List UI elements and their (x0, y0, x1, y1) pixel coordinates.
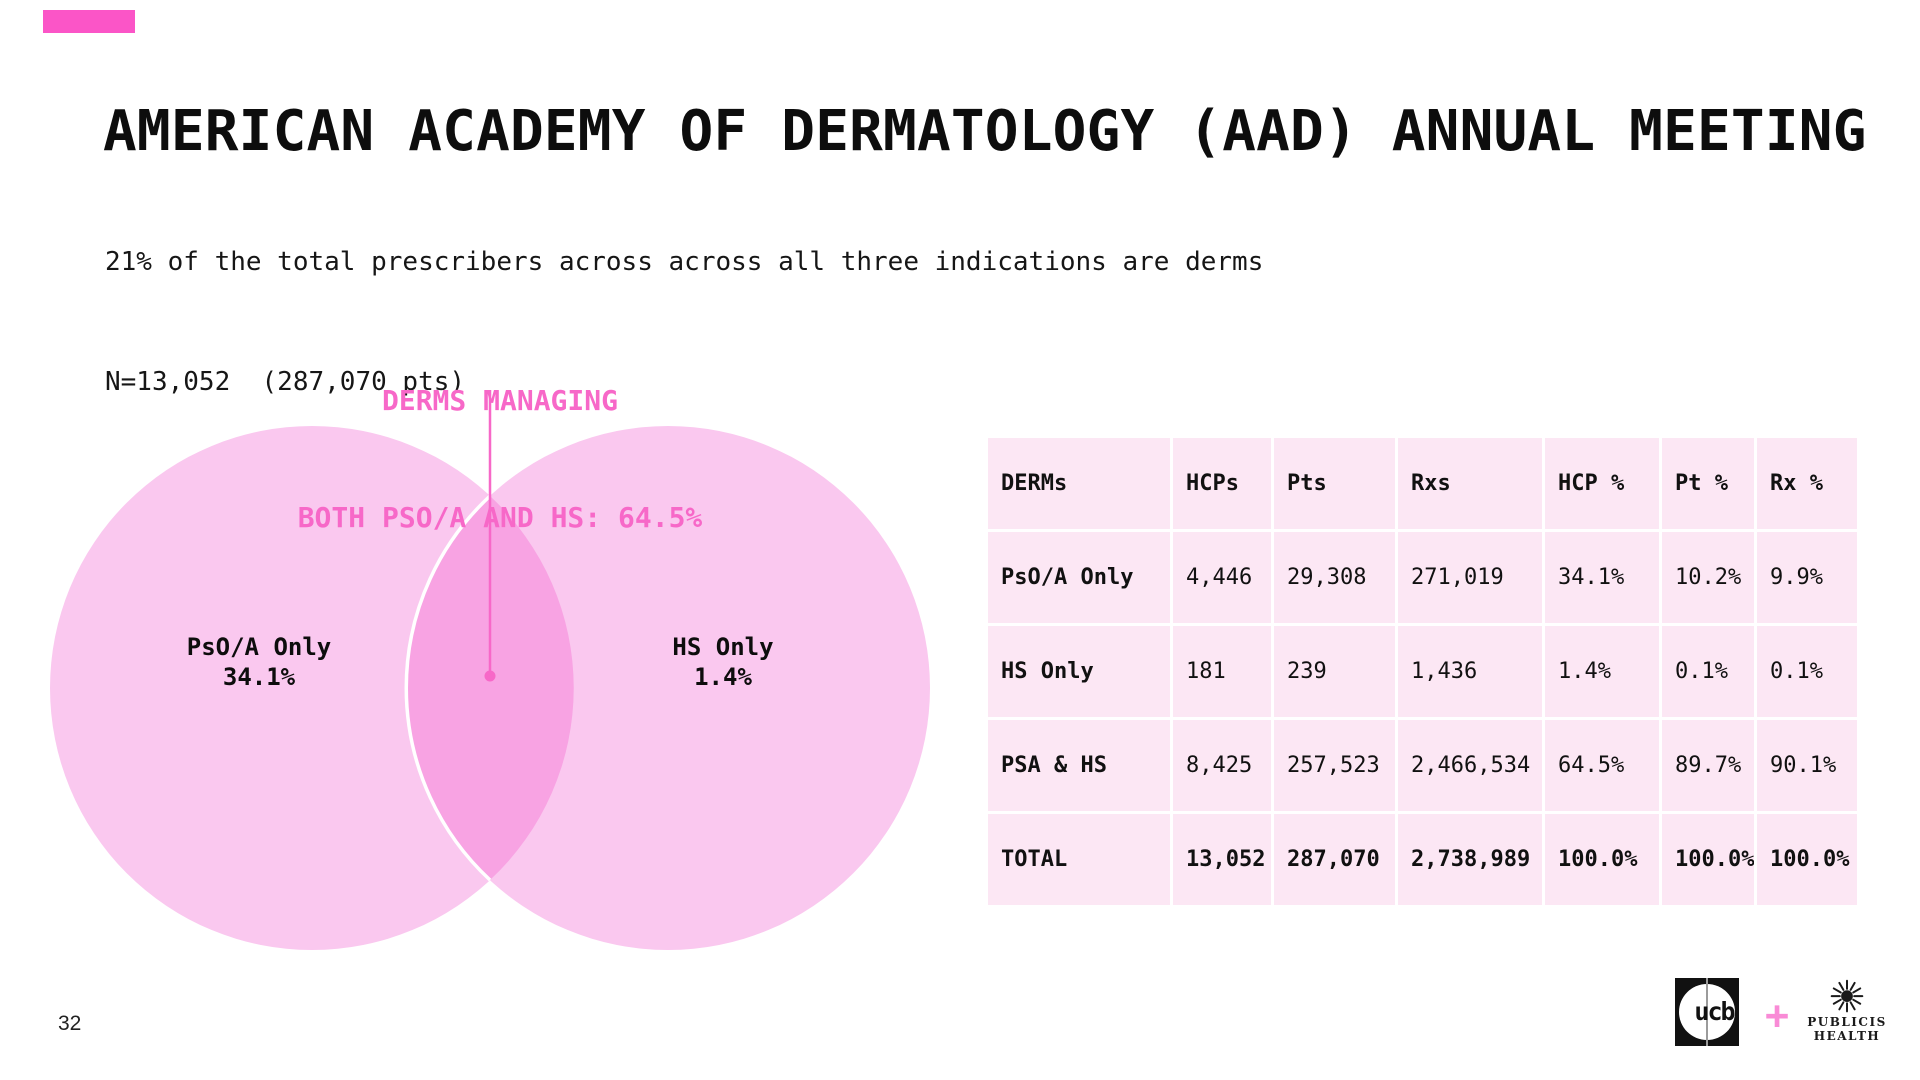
table-cell-total: 13,052 (1173, 814, 1271, 905)
derms-data-table: DERMs HCPs Pts Rxs HCP % Pt % Rx % PsO/A… (988, 438, 1857, 905)
table-cell: 1,436 (1398, 626, 1542, 717)
table-cell: 90.1% (1757, 720, 1857, 811)
table-header-hcps: HCPs (1173, 438, 1271, 529)
ucb-logo: ucb (1675, 978, 1739, 1046)
table-cell: 2,466,534 (1398, 720, 1542, 811)
health-word: HEALTH (1813, 1029, 1881, 1043)
slide-title: AMERICAN ACADEMY OF DERMATOLOGY (AAD) AN… (103, 99, 1867, 164)
ucb-logo-text: ucb (1694, 997, 1735, 1026)
table-cell: 10.2% (1662, 532, 1754, 623)
left-set-value: 34.1% (222, 663, 296, 691)
brand-accent-bar (43, 10, 135, 33)
venn-annotation: DERMS MANAGING BOTH PSO/A AND HS: 64.5% (210, 303, 790, 615)
table-cell: 4,446 (1173, 532, 1271, 623)
table-header-pts: Pts (1274, 438, 1395, 529)
slide-subtitle: 21% of the total prescribers across acro… (105, 162, 1263, 482)
venn-left-set-label: PsO/A Only 34.1% (99, 632, 419, 692)
ucb-vertical-line (1706, 978, 1708, 1046)
table-header-rxs: Rxs (1398, 438, 1542, 529)
annotation-connector-dot (484, 670, 496, 682)
table-header-derms: DERMs (988, 438, 1170, 529)
publicis-health-logo: PUBLICIS HEALTH (1805, 979, 1889, 1043)
right-set-value: 1.4% (694, 663, 752, 691)
annotation-line-1: DERMS MANAGING (381, 384, 618, 417)
table-cell: 271,019 (1398, 532, 1542, 623)
table-header-hcp-pct: HCP % (1545, 438, 1659, 529)
venn-overlap-region (406, 496, 574, 880)
venn-right-set-label: HS Only 1.4% (563, 632, 883, 692)
table-cell: 89.7% (1662, 720, 1754, 811)
table-cell-total: 100.0% (1545, 814, 1659, 905)
table-cell: 29,308 (1274, 532, 1395, 623)
table-row-label: PSA & HS (988, 720, 1170, 811)
table-cell: 1.4% (1545, 626, 1659, 717)
table-cell: 239 (1274, 626, 1395, 717)
table-header-pt-pct: Pt % (1662, 438, 1754, 529)
table-cell-total: 100.0% (1757, 814, 1857, 905)
plus-separator: + (1764, 993, 1790, 1039)
table-cell: 34.1% (1545, 532, 1659, 623)
table-cell: 8,425 (1173, 720, 1271, 811)
table-cell: 64.5% (1545, 720, 1659, 811)
table-cell: 257,523 (1274, 720, 1395, 811)
annotation-line-2: BOTH PSO/A AND HS: 64.5% (297, 501, 703, 534)
table-row-label: PsO/A Only (988, 532, 1170, 623)
left-set-name: PsO/A Only (186, 633, 332, 661)
page-number: 32 (58, 1012, 82, 1035)
publicis-lion-icon (1830, 979, 1864, 1013)
subtitle-line-2: N=13,052 (287,070 pts) (105, 367, 466, 397)
subtitle-line-1: 21% of the total prescribers across acro… (105, 247, 1264, 277)
right-set-name: HS Only (672, 633, 774, 661)
venn-overlap-outline (404, 494, 492, 882)
table-cell-total: 100.0% (1662, 814, 1754, 905)
table-cell-total: 2,738,989 (1398, 814, 1542, 905)
table-cell-total: 287,070 (1274, 814, 1395, 905)
table-row-label: HS Only (988, 626, 1170, 717)
table-header-rx-pct: Rx % (1757, 438, 1857, 529)
footer-logos: ucb + P (1675, 978, 1890, 1050)
table-cell: 0.1% (1757, 626, 1857, 717)
table-cell: 9.9% (1757, 532, 1857, 623)
table-row-label: TOTAL (988, 814, 1170, 905)
table-cell: 0.1% (1662, 626, 1754, 717)
publicis-word: PUBLICIS (1807, 1015, 1887, 1029)
table-cell: 181 (1173, 626, 1271, 717)
